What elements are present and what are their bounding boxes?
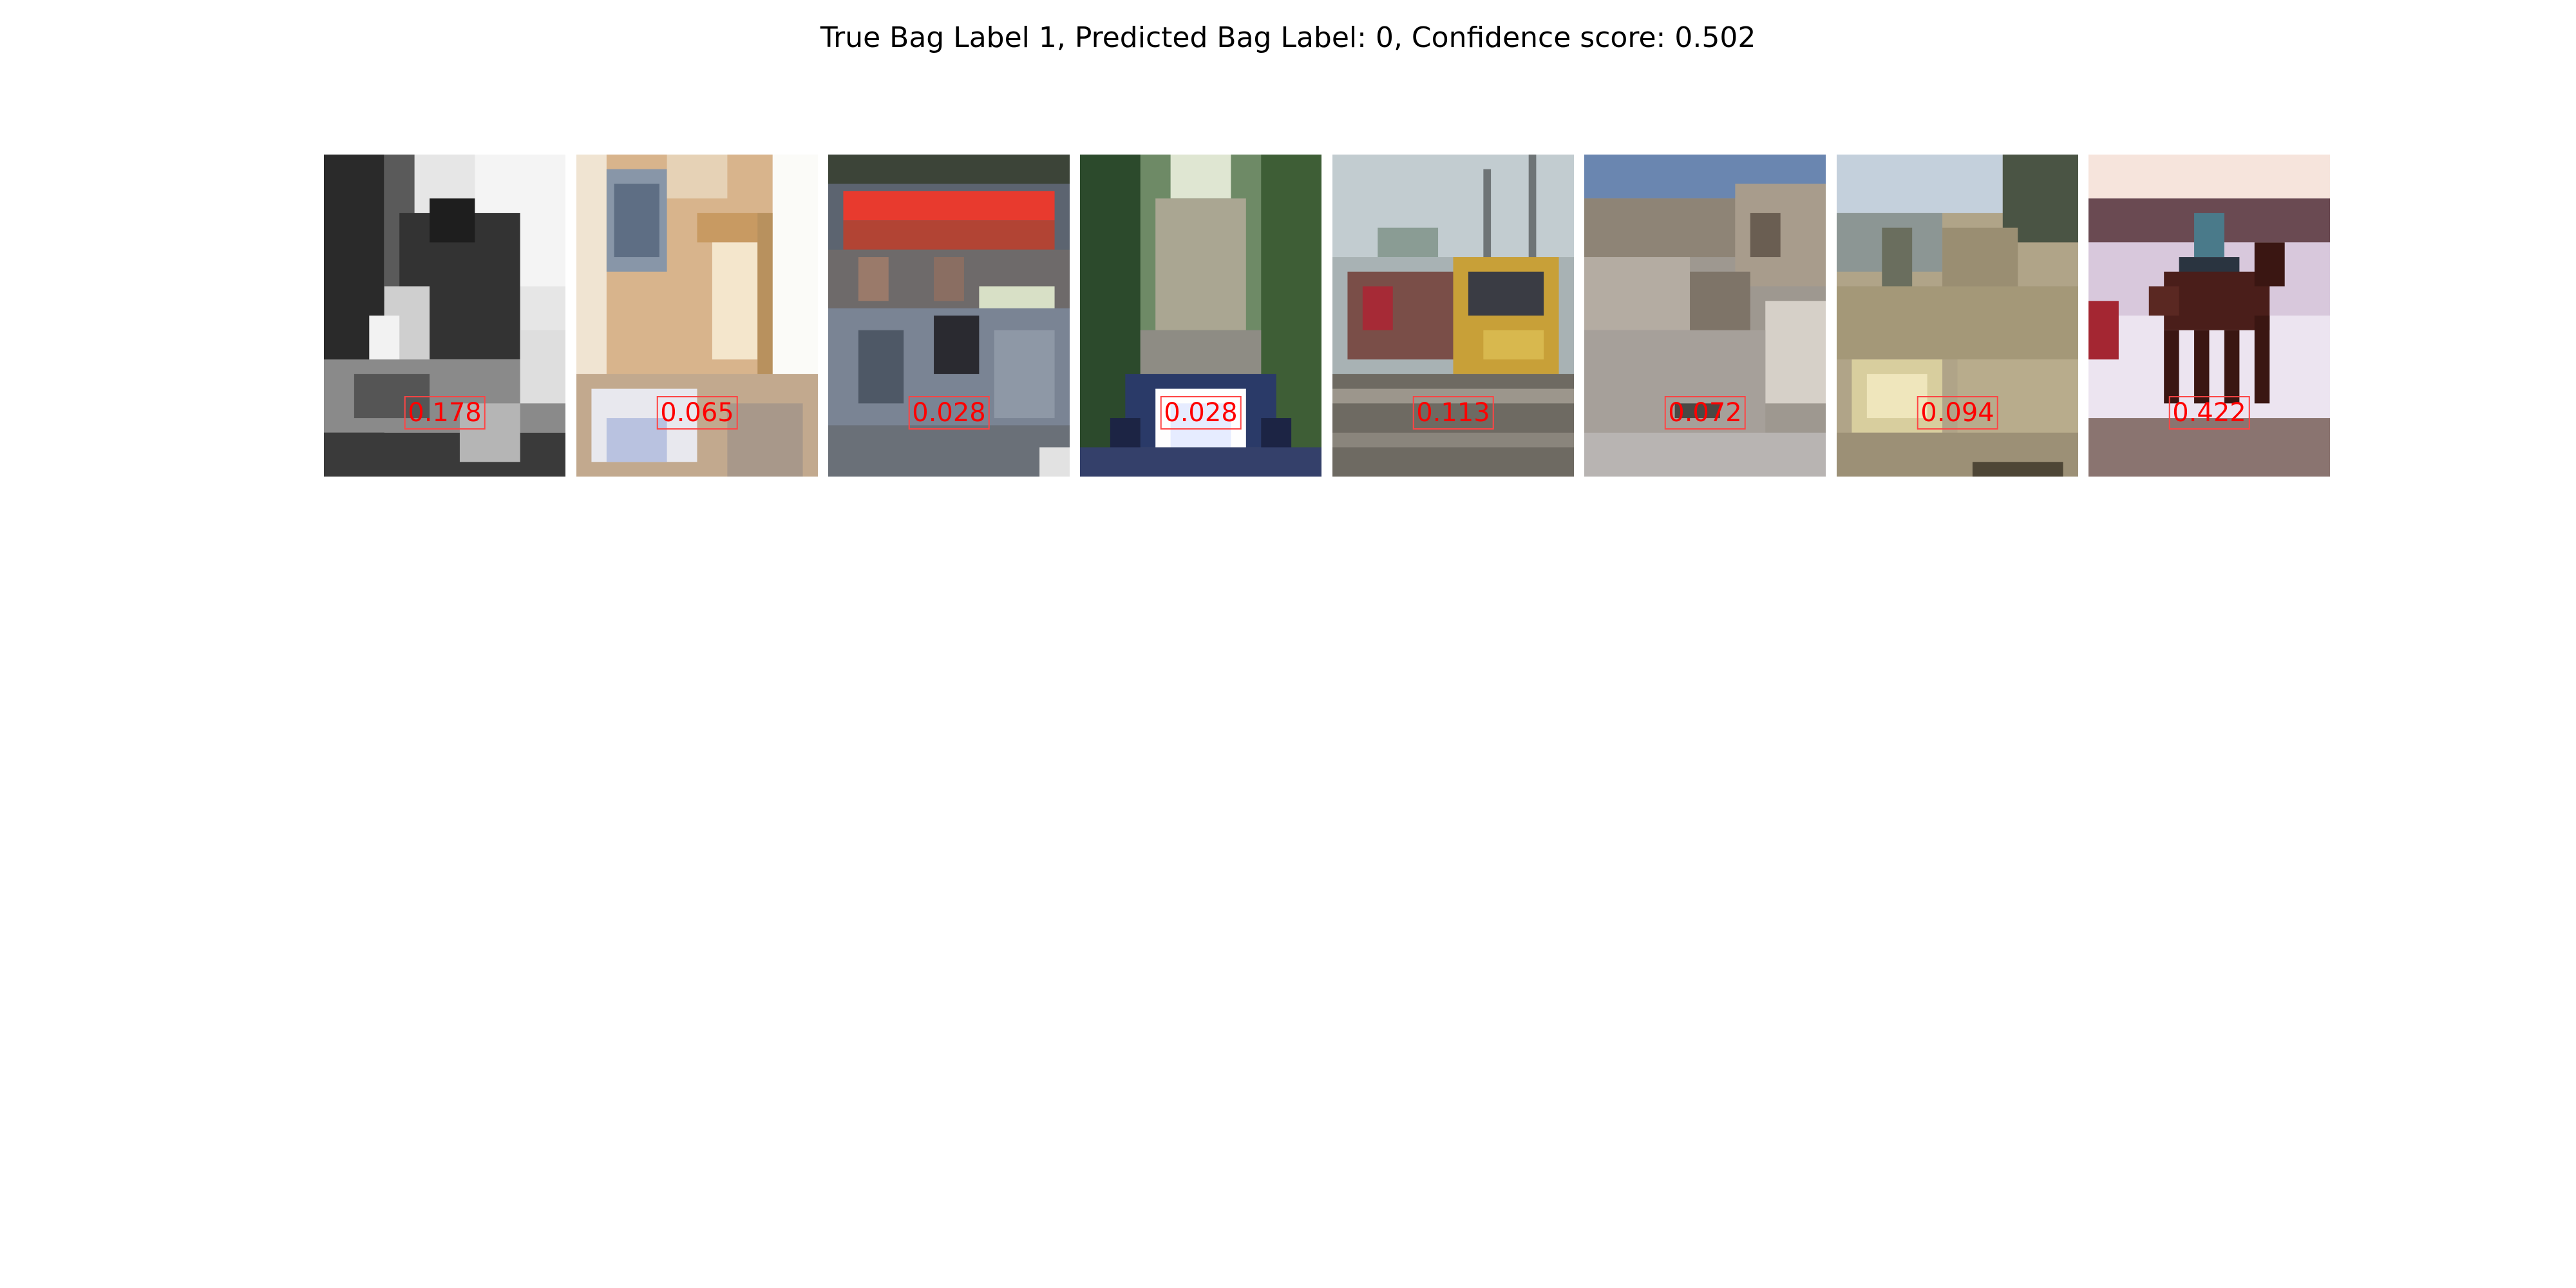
instance-tile: 0.178 — [324, 155, 565, 477]
instance-tile: 0.028 — [1080, 155, 1321, 477]
instance-score-label: 0.422 — [2168, 396, 2250, 430]
instance-tile: 0.065 — [576, 155, 818, 477]
instance-image-room-interior — [576, 155, 818, 477]
instance-score-label: 0.072 — [1664, 396, 1746, 430]
instance-image-sandy-terrain — [1837, 155, 2078, 477]
instance-score-label: 0.094 — [1917, 396, 1998, 430]
instance-score-label: 0.065 — [656, 396, 738, 430]
instance-tile: 0.094 — [1837, 155, 2078, 477]
instance-image-shop-front — [828, 155, 1070, 477]
instance-image-motorcycle-road — [1080, 155, 1321, 477]
instance-score-label: 0.028 — [908, 396, 990, 430]
instance-tile: 0.113 — [1332, 155, 1574, 477]
instance-tile: 0.072 — [1584, 155, 1826, 477]
figure-title: True Bag Label 1, Predicted Bag Label: 0… — [820, 21, 1756, 54]
instance-score-label: 0.113 — [1412, 396, 1494, 430]
instance-image-horse-rider — [2088, 155, 2330, 477]
instance-score-label: 0.178 — [404, 396, 486, 430]
instance-score-label: 0.028 — [1160, 396, 1242, 430]
instance-tile: 0.028 — [828, 155, 1070, 477]
instance-image-train — [1332, 155, 1574, 477]
instance-image-grayscale-animal — [324, 155, 565, 477]
instance-image-rocky-terrain — [1584, 155, 1826, 477]
instance-tile: 0.422 — [2088, 155, 2330, 477]
